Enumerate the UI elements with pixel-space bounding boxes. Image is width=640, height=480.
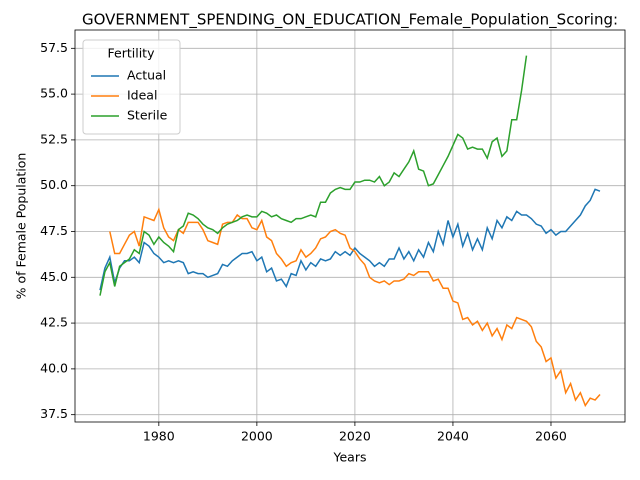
y-tick-label: 55.0	[40, 86, 68, 101]
x-axis-label: Years	[333, 450, 367, 465]
x-tick-label: 2060	[535, 429, 567, 444]
line	[109, 207, 601, 408]
plot-frame	[74, 29, 626, 423]
line	[99, 188, 601, 291]
legend-label: Actual	[127, 68, 166, 83]
y-tick-label: 47.5	[40, 223, 68, 238]
y-tick-label: 42.5	[40, 315, 68, 330]
x-tick-label: 2000	[241, 429, 273, 444]
legend: Fertility Actual Ideal Sterile	[82, 39, 181, 135]
legend-label: Ideal	[127, 88, 157, 103]
line	[99, 55, 528, 296]
x-tick-label: 1980	[143, 429, 175, 444]
y-tick-label: 57.5	[40, 40, 68, 55]
chart-title: GOVERNMENT_SPENDING_ON_EDUCATION_Female_…	[82, 11, 618, 30]
legend-title: Fertility	[108, 46, 156, 61]
y-axis-label: % of Female Population	[14, 153, 29, 300]
x-tick-label: 2020	[339, 429, 371, 444]
y-tick-label: 50.0	[40, 177, 68, 192]
y-tick-label: 37.5	[40, 406, 68, 421]
y-tick-label: 45.0	[40, 269, 68, 284]
x-tick-label: 2040	[437, 429, 469, 444]
y-tick-label: 40.0	[40, 360, 68, 375]
legend-box	[82, 39, 181, 135]
legend-label: Sterile	[127, 108, 168, 123]
y-tick-label: 52.5	[40, 131, 68, 146]
